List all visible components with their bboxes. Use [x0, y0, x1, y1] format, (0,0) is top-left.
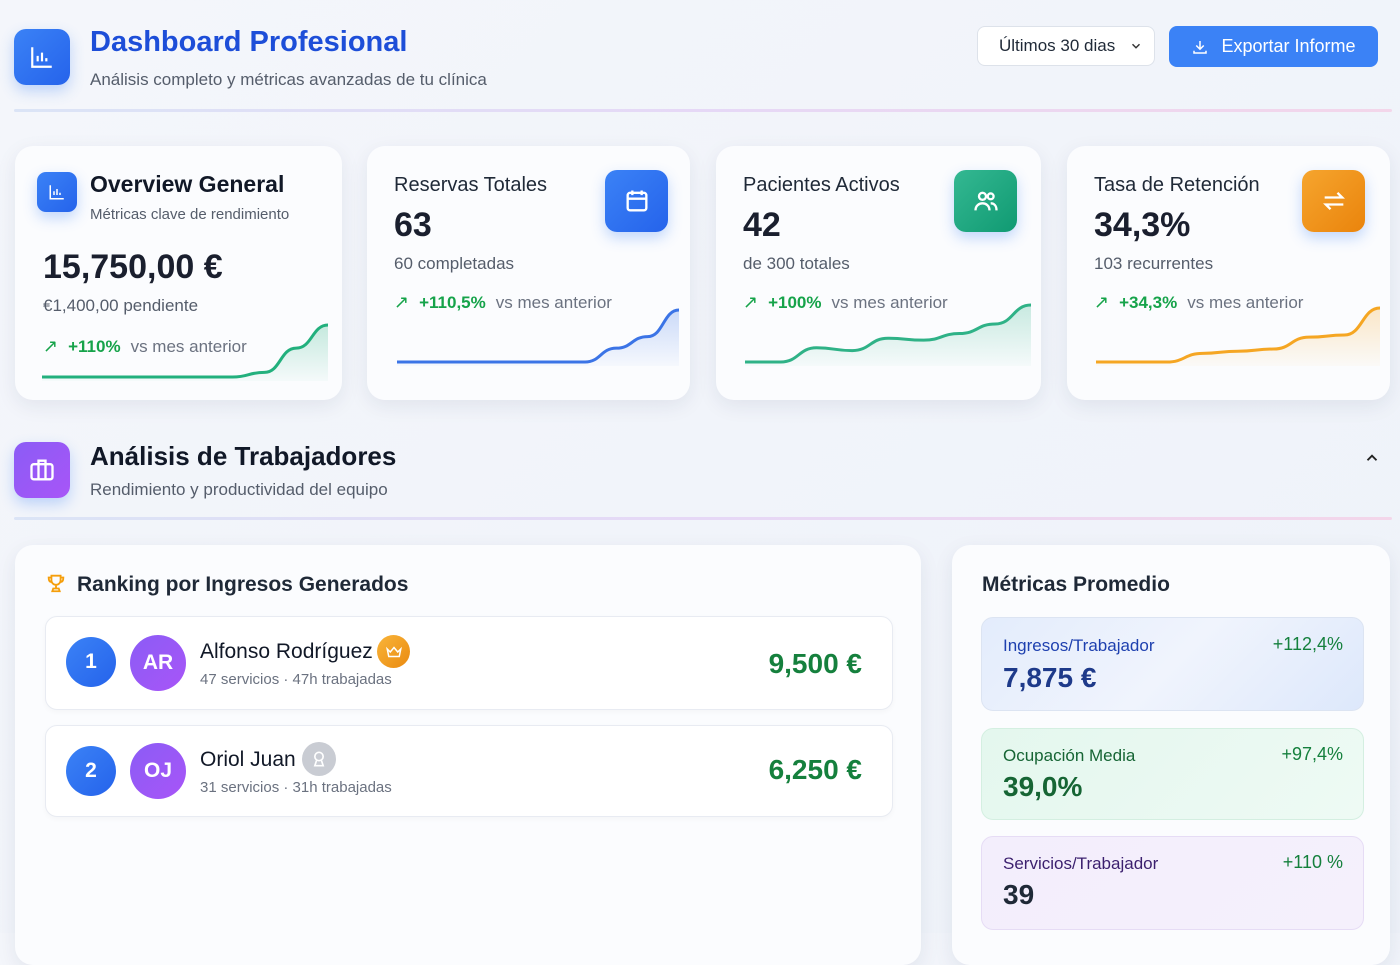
card-title: Reservas Totales: [394, 174, 548, 196]
sparkline-line: [745, 303, 1032, 364]
page-title: Dashboard Profesional: [90, 26, 408, 58]
metric-value: 7,875 €: [1003, 662, 1097, 693]
bar-chart-icon: [37, 172, 77, 212]
sparkline-area: [42, 325, 328, 381]
card-value: 34,3%: [1094, 206, 1191, 244]
users-icon: [954, 170, 1017, 232]
sparkline: [1095, 306, 1381, 366]
briefcase-icon: [14, 442, 70, 498]
ranking-row[interactable]: 1 AR Alfonso Rodríguez 47 servicios · 47…: [45, 616, 893, 710]
trophy-icon: [45, 572, 67, 600]
metric-change: +97,4%: [1281, 744, 1343, 764]
calendar-icon: [605, 170, 668, 232]
metrics-panel: Métricas Promedio Ingresos/Trabajador +1…: [952, 545, 1390, 965]
card-subtitle: Métricas clave de rendimiento: [90, 206, 290, 223]
card-sub: 103 recurrentes: [1094, 254, 1214, 273]
ranking-panel: Ranking por Ingresos Generados 1 AR Alfo…: [15, 545, 921, 965]
patients-card: Pacientes Activos 42 de 300 totales ↗ +10…: [716, 146, 1041, 400]
card-sub: €1,400,00 pendiente: [43, 296, 199, 315]
overview-card: Overview General Métricas clave de rendi…: [15, 146, 342, 400]
page-subtitle: Análisis completo y métricas avanzadas d…: [90, 70, 487, 89]
metric-box: Ingresos/Trabajador +112,4% 7,875 €: [981, 617, 1364, 711]
repeat-icon: [1302, 170, 1365, 232]
card-sub: de 300 totales: [743, 254, 850, 273]
worker-amount: 9,500 €: [768, 648, 862, 679]
ranking-title: Ranking por Ingresos Generados: [77, 573, 409, 596]
sparkline-area: [1096, 308, 1380, 366]
worker-name: Alfonso Rodríguez: [200, 640, 373, 663]
ranking-row[interactable]: 2 OJ Oriol Juan 31 servicios · 31h traba…: [45, 725, 893, 817]
retention-card: Tasa de Retención 34,3% 103 recurrentes …: [1067, 146, 1390, 400]
card-title: Tasa de Retención: [1094, 174, 1260, 196]
dashboard-logo-icon: [14, 29, 70, 85]
card-trend: ↗ +110,5% vs mes anterior: [394, 292, 612, 312]
sparkline: [397, 308, 680, 366]
sparkline-line: [397, 308, 680, 364]
chevron-up-icon[interactable]: [1362, 449, 1382, 467]
section-title: Análisis de Trabajadores: [90, 441, 397, 471]
card-value: 42: [743, 206, 781, 244]
metric-change: +110 %: [1282, 852, 1343, 872]
arrow-up-right-icon: ↗: [1094, 292, 1110, 312]
worker-meta: 47 servicios · 47h trabajadas: [200, 671, 392, 688]
sparkline: [745, 303, 1032, 366]
avatar: OJ: [130, 743, 186, 799]
card-trend: ↗ +100% vs mes anterior: [743, 292, 948, 312]
rank-badge: 2: [66, 746, 116, 796]
worker-meta: 31 servicios · 31h trabajadas: [200, 779, 392, 796]
rank-badge: 1: [66, 637, 116, 687]
metric-box: Ocupación Media +97,4% 39,0%: [981, 728, 1364, 820]
metric-change: +112,4%: [1272, 634, 1343, 654]
arrow-up-right-icon: ↗: [43, 336, 59, 356]
sparkline-line: [42, 323, 329, 379]
worker-name: Oriol Juan: [200, 748, 296, 771]
bookings-card: Reservas Totales 63 60 completadas ↗ +110…: [367, 146, 690, 400]
metric-value: 39,0%: [1003, 771, 1083, 802]
sparkline: [42, 323, 329, 381]
metric-value: 39: [1003, 879, 1035, 910]
card-value: 15,750,00 €: [43, 248, 223, 286]
crown-icon: [377, 635, 410, 668]
chevron-down-icon: [1132, 43, 1141, 49]
card-trend: ↗ +110% vs mes anterior: [43, 336, 247, 356]
card-trend: ↗ +34,3% vs mes anterior: [1094, 292, 1304, 312]
sparkline-line: [1095, 306, 1381, 364]
section-subtitle: Rendimiento y productividad del equipo: [90, 480, 388, 499]
export-report-button[interactable]: Exportar Informe: [1169, 26, 1378, 67]
section-divider: [14, 517, 1392, 520]
card-title: Pacientes Activos: [743, 174, 900, 196]
header-divider: [14, 109, 1392, 112]
metric-label: Ingresos/Trabajador: [1003, 636, 1155, 655]
metric-label: Ocupación Media: [1003, 746, 1136, 765]
card-title: Overview General: [90, 171, 285, 197]
medal-icon: [302, 742, 336, 776]
metric-label: Servicios/Trabajador: [1003, 854, 1159, 873]
card-sub: 60 completadas: [394, 254, 515, 273]
period-select[interactable]: Últimos 30 dias: [977, 26, 1155, 66]
arrow-up-right-icon: ↗: [743, 292, 759, 312]
card-value: 63: [394, 206, 432, 244]
sparkline-area: [397, 310, 679, 366]
avatar: AR: [130, 635, 186, 691]
sparkline-area: [745, 305, 1031, 366]
metrics-title: Métricas Promedio: [982, 573, 1170, 596]
arrow-up-right-icon: ↗: [394, 292, 410, 312]
download-icon: [1193, 40, 1208, 54]
period-value: Últimos 30 dias: [999, 36, 1116, 55]
worker-amount: 6,250 €: [768, 754, 862, 785]
metric-box: Servicios/Trabajador +110 % 39: [981, 836, 1364, 930]
